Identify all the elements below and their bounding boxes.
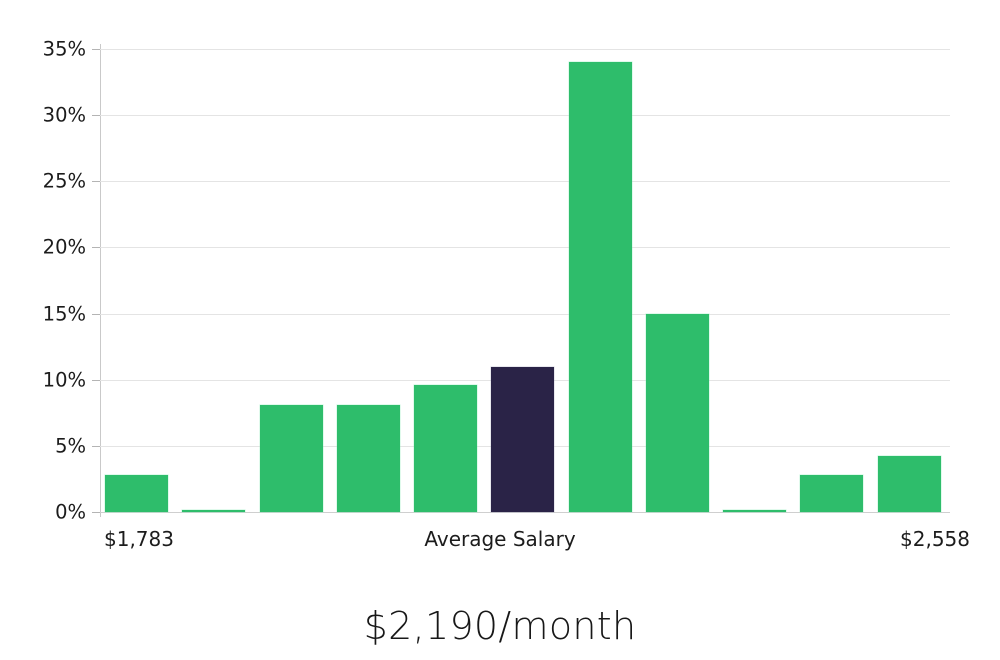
bar — [877, 456, 941, 512]
bar — [336, 404, 400, 512]
x-axis-max-label: $2,558 — [900, 527, 970, 551]
gridline-30pct — [100, 115, 950, 117]
y-tick-label: 30% — [42, 103, 86, 127]
bar — [414, 385, 478, 512]
y-tick-label: 20% — [42, 235, 86, 259]
gridline-0pct — [100, 512, 950, 513]
bar — [259, 404, 323, 512]
bar-highlighted — [491, 366, 555, 512]
chart-caption: $2,190/month — [363, 604, 637, 648]
y-tick-mark — [92, 313, 100, 315]
y-tick-mark — [92, 247, 100, 249]
y-tick-label: 5% — [55, 434, 86, 458]
y-tick-mark — [92, 181, 100, 183]
bar — [182, 510, 246, 512]
y-axis-line — [100, 44, 101, 517]
y-tick-label: 10% — [42, 368, 86, 392]
y-tick-label: 35% — [42, 37, 86, 61]
gridline-25pct — [100, 181, 950, 183]
bar — [800, 474, 864, 512]
y-tick-mark — [92, 379, 100, 381]
y-tick-label: 25% — [42, 169, 86, 193]
y-tick-label: 0% — [55, 500, 86, 524]
plot-area — [100, 49, 950, 513]
x-axis-center-label: Average Salary — [424, 527, 576, 551]
gridline-35pct — [100, 49, 950, 50]
gridline-15pct — [100, 313, 950, 315]
gridline-20pct — [100, 247, 950, 249]
y-tick-mark — [92, 115, 100, 117]
bar — [568, 62, 632, 512]
bar — [645, 313, 709, 512]
y-tick-label: 15% — [42, 302, 86, 326]
bar — [723, 510, 787, 512]
y-tick-mark — [92, 445, 100, 447]
x-axis-min-label: $1,783 — [104, 527, 174, 551]
y-tick-mark — [92, 512, 100, 513]
bar — [105, 474, 168, 512]
y-tick-mark — [92, 49, 100, 50]
